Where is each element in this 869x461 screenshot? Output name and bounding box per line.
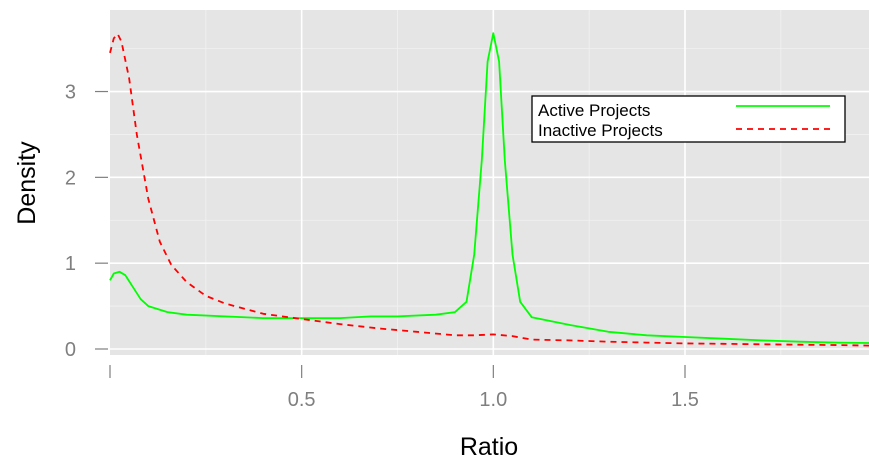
legend-box — [531, 95, 846, 143]
grid-minor — [110, 10, 869, 355]
x-tick-label: 1.0 — [479, 389, 507, 411]
x-tick-label: 0.5 — [288, 389, 316, 411]
y-axis: 0 1 2 3 — [65, 82, 108, 361]
y-tick-label: 3 — [65, 82, 76, 104]
series-layer — [109, 32, 869, 347]
x-axis-title: Ratio — [460, 433, 518, 461]
grid-major — [110, 10, 869, 355]
legend-label-inactive: Inactive Projects — [538, 121, 663, 140]
series-line-inactive — [109, 33, 869, 347]
series-line-active — [109, 32, 869, 344]
legend: Active Projects Inactive Projects — [531, 95, 846, 143]
x-axis: 0.5 1.0 1.5 — [109, 365, 699, 411]
legend-label-active: Active Projects — [538, 101, 650, 120]
y-tick-label: 0 — [65, 339, 76, 361]
x-tick-label: 1.5 — [671, 389, 699, 411]
plot-panel — [110, 10, 869, 355]
y-tick-label: 2 — [65, 167, 76, 189]
y-tick-label: 1 — [65, 253, 76, 275]
y-axis-title: Density — [13, 141, 41, 225]
